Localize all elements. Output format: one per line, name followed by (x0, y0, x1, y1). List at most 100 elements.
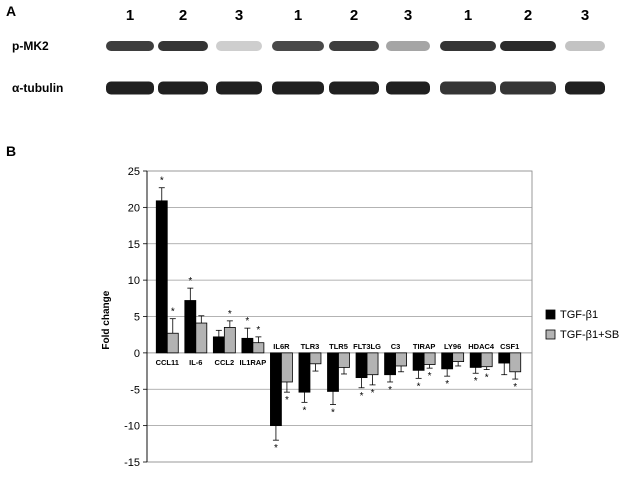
legend-label: TGF-β1 (560, 309, 598, 321)
lane-numbers: 1 2 3 1 2 3 1 2 3 (126, 7, 589, 24)
blot-band (500, 81, 556, 95)
category-label: CCL11 (156, 358, 179, 367)
bar-tgf-b1-sb (338, 352, 350, 368)
bar-tgf-b1 (298, 352, 311, 393)
bar-tgf-b1-sb (423, 352, 436, 365)
legend-swatch (545, 329, 556, 340)
plot-area: -15 -10 -5 0 5 10 15 20 25 Fold change * * CCL11 * IL-… (101, 166, 533, 469)
western-blot-panel: A 1 2 3 1 2 3 1 2 3 p-MK2 α-tubulin (6, 3, 605, 134)
y-tick-label: 5 (134, 312, 140, 324)
significance-star: * (371, 388, 375, 399)
significance-star: * (417, 381, 421, 392)
blot-band (565, 41, 605, 51)
significance-star: * (188, 276, 192, 287)
blot-band (386, 41, 430, 51)
bar-tgf-b1 (241, 337, 254, 354)
panel-a-letter: A (6, 3, 16, 19)
blot-band (216, 81, 262, 95)
significance-star: * (428, 371, 432, 382)
y-tick-label: -5 (130, 384, 140, 396)
bar-tgf-b1 (270, 352, 282, 427)
significance-star: * (474, 376, 478, 387)
blot-band (440, 41, 496, 51)
bar-tgf-b1-sb (166, 332, 179, 354)
bar-tgf-b1-sb (452, 352, 465, 363)
bar-tgf-b1-sb (480, 352, 493, 368)
bar-tgf-b1-sb (366, 352, 379, 376)
category-label: CCL2 (215, 358, 235, 367)
bar-tgf-b1 (498, 352, 511, 364)
significance-star: * (256, 325, 260, 336)
bar-tgf-b1-sb (223, 327, 236, 354)
significance-star: * (228, 309, 232, 320)
y-tick-label: 15 (128, 239, 140, 251)
significance-star: * (171, 307, 175, 318)
blot-band (386, 81, 430, 95)
bar-tgf-b1 (469, 352, 482, 368)
blot-band (500, 41, 556, 51)
lane-number: 1 (464, 7, 472, 24)
category-label: TIRAP (413, 342, 436, 351)
blot-band (216, 41, 262, 51)
bar-tgf-b1-sb (509, 352, 522, 373)
blot-band (106, 41, 154, 51)
y-tick-label: 0 (134, 348, 140, 360)
lane-number: 2 (524, 7, 532, 24)
category-label: IL1RAP (240, 358, 267, 367)
significance-star: * (160, 176, 164, 187)
lane-number: 1 (126, 7, 134, 24)
significance-star: * (445, 379, 449, 390)
y-tick-label: -15 (124, 457, 140, 469)
blot-band (272, 81, 324, 95)
significance-star: * (245, 316, 249, 327)
y-tick-label: 25 (128, 166, 140, 178)
bar-tgf-b1 (212, 336, 225, 354)
lane-number: 2 (350, 7, 358, 24)
category-label: FLT3LG (353, 342, 381, 351)
blot-row-label: p-MK2 (12, 39, 49, 53)
blot-row-label: α-tubulin (12, 81, 63, 95)
y-tick-label: 20 (128, 202, 140, 214)
category-label: C3 (391, 342, 401, 351)
significance-star: * (331, 408, 335, 419)
blot-rows: p-MK2 α-tubulin (12, 39, 605, 95)
fold-change-chart: B -15 -10 -5 0 5 10 15 20 25 Fold change * * CCL11 * I… (6, 143, 619, 469)
bar-tgf-b1 (412, 352, 425, 371)
bar-tgf-b1-sb (395, 352, 407, 367)
legend-swatch (545, 309, 556, 320)
lane-number: 3 (404, 7, 412, 24)
blot-band (272, 41, 324, 51)
category-label: CSF1 (500, 342, 519, 351)
blot-band (329, 81, 379, 95)
bar-tgf-b1 (441, 352, 454, 370)
y-tick-label: -10 (124, 421, 140, 433)
bar-tgf-b1-sb (252, 342, 265, 354)
lane-number: 3 (581, 7, 589, 24)
bar-tgf-b1 (327, 352, 339, 392)
bar-tgf-b1 (184, 300, 197, 354)
blot-band (106, 81, 154, 95)
bar-tgf-b1 (155, 200, 168, 354)
blot-band (158, 41, 208, 51)
blot-band (329, 41, 379, 51)
significance-star: * (388, 385, 392, 396)
bar-tgf-b1-sb (195, 322, 208, 354)
lane-number: 3 (235, 7, 243, 24)
blot-band (158, 81, 208, 95)
lane-number: 2 (179, 7, 187, 24)
significance-star: * (485, 373, 489, 384)
bar-tgf-b1-sb (309, 352, 322, 365)
significance-star: * (513, 382, 517, 393)
blot-membrane (104, 24, 602, 134)
significance-star: * (274, 443, 278, 454)
category-label: HDAC4 (468, 342, 495, 351)
category-label: IL6R (273, 342, 290, 351)
category-label: IL-6 (189, 358, 202, 367)
bar-tgf-b1-sb (281, 352, 293, 383)
blot-band (565, 81, 605, 95)
significance-star: * (285, 395, 289, 406)
significance-star: * (360, 391, 364, 402)
legend-label: TGF-β1+SB (560, 329, 619, 341)
panel-b-letter: B (6, 143, 16, 159)
lane-number: 1 (294, 7, 302, 24)
